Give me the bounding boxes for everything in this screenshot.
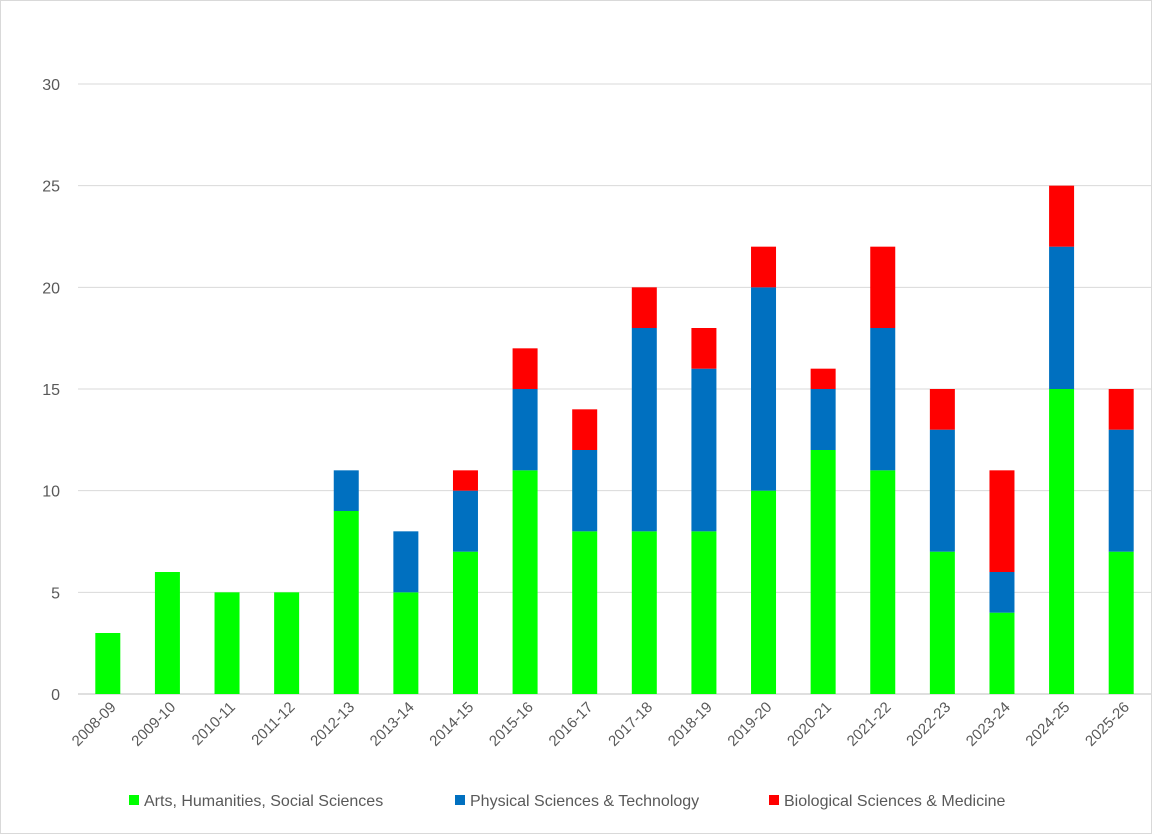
x-tick-label: 2025-26: [1082, 699, 1133, 750]
bar-segment-2008-09-series-0: [95, 633, 121, 694]
bar-segment-2021-22-series-2: [870, 246, 896, 328]
legend-swatch: [129, 795, 139, 805]
x-tick-label: 2017-18: [605, 699, 656, 750]
bar-segment-2017-18-series-0: [631, 531, 657, 694]
bar-segment-2017-18-series-1: [631, 328, 657, 532]
bar-segment-2013-14-series-0: [393, 592, 419, 694]
y-tick-label: 25: [42, 179, 60, 196]
bar-segment-2011-12-series-0: [274, 592, 300, 694]
bar-segment-2014-15-series-2: [452, 470, 478, 491]
x-tick-label: 2014-15: [426, 699, 477, 750]
x-tick-label: 2020-21: [784, 699, 835, 750]
bar-segment-2010-11-series-0: [214, 592, 240, 694]
legend-swatch: [455, 795, 465, 805]
x-tick-label: 2013-14: [367, 699, 418, 750]
y-tick-label: 15: [42, 382, 60, 399]
bar-segment-2025-26-series-0: [1108, 551, 1134, 694]
bar-segment-2025-26-series-2: [1108, 389, 1134, 430]
x-tick-label: 2024-25: [1022, 699, 1073, 750]
legend-label: Physical Sciences & Technology: [470, 793, 699, 810]
bar-segment-2013-14-series-1: [393, 531, 419, 593]
bar-segment-2014-15-series-0: [452, 551, 478, 694]
bar-segment-2012-13-series-0: [333, 511, 359, 694]
bar-segment-2021-22-series-0: [870, 470, 896, 694]
x-tick-label: 2008-09: [69, 699, 120, 750]
bar-segment-2023-24-series-2: [989, 470, 1015, 572]
legend: Arts, Humanities, Social Sciences Physica…: [129, 793, 1006, 810]
bar-segment-2019-20-series-1: [751, 287, 777, 491]
bar-segment-2021-22-series-1: [870, 328, 896, 471]
bar-segment-2016-17-series-0: [572, 531, 598, 694]
bar-segment-2019-20-series-2: [751, 246, 777, 288]
bar-segment-2015-16-series-2: [512, 348, 538, 389]
bar-segment-2022-23-series-2: [929, 389, 955, 430]
bar-segment-2015-16-series-1: [512, 389, 538, 471]
bar-segment-2024-25-series-0: [1049, 389, 1075, 694]
bar-segment-2015-16-series-0: [512, 470, 538, 694]
legend-label: Biological Sciences & Medicine: [784, 793, 1006, 810]
bar-segment-2024-25-series-2: [1049, 185, 1075, 247]
x-tick-label: 2015-16: [486, 699, 537, 750]
bar-segment-2018-19-series-1: [691, 368, 717, 532]
bar-segment-2009-10-series-0: [154, 572, 180, 694]
x-tick-label: 2016-17: [546, 699, 597, 750]
bar-segment-2023-24-series-1: [989, 572, 1015, 613]
bar-segment-2020-21-series-0: [810, 450, 836, 694]
x-tick-label: 2011-12: [248, 699, 298, 749]
x-tick-label: 2012-13: [307, 699, 358, 750]
bar-segment-2025-26-series-1: [1108, 429, 1134, 552]
legend-label: Arts, Humanities, Social Sciences: [144, 793, 383, 810]
bar-segment-2012-13-series-1: [333, 470, 359, 511]
bar-segment-2018-19-series-0: [691, 531, 717, 694]
bar-segment-2022-23-series-0: [929, 551, 955, 694]
bar-segment-2023-24-series-0: [989, 612, 1015, 694]
x-tick-label: 2022-23: [903, 699, 954, 750]
bar-segment-2018-19-series-2: [691, 328, 717, 369]
bar-segment-2014-15-series-1: [452, 490, 478, 552]
bar-segment-2022-23-series-1: [929, 429, 955, 552]
bar-segment-2017-18-series-2: [631, 287, 657, 328]
y-tick-label: 30: [42, 77, 60, 94]
bar-segment-2016-17-series-1: [572, 450, 598, 532]
x-tick-label: 2009-10: [128, 699, 179, 750]
bars: [95, 185, 1134, 694]
y-tick-label: 20: [42, 280, 60, 297]
x-tick-label: 2019-20: [724, 699, 775, 750]
x-tick-label: 2018-19: [665, 699, 716, 750]
bar-segment-2020-21-series-2: [810, 368, 836, 389]
y-tick-label: 5: [51, 585, 60, 602]
bar-segment-2020-21-series-1: [810, 389, 836, 450]
legend-swatch: [769, 795, 779, 805]
x-tick-label: 2021-22: [844, 699, 895, 750]
y-tick-label: 0: [51, 687, 60, 704]
bar-segment-2024-25-series-1: [1049, 246, 1075, 389]
bar-segment-2016-17-series-2: [572, 409, 598, 450]
gridlines: [78, 83, 1151, 695]
x-tick-label: 2023-24: [963, 699, 1014, 750]
x-axis-ticks: 2008-09 2009-10 2010-11 2011-12 2012-13 2013-…: [69, 699, 1133, 750]
y-tick-label: 10: [42, 484, 60, 501]
y-axis-ticks: 0 5 10 15 20 25 30: [42, 77, 60, 704]
x-tick-label: 2010-11: [189, 699, 239, 749]
bar-segment-2019-20-series-0: [751, 490, 777, 694]
